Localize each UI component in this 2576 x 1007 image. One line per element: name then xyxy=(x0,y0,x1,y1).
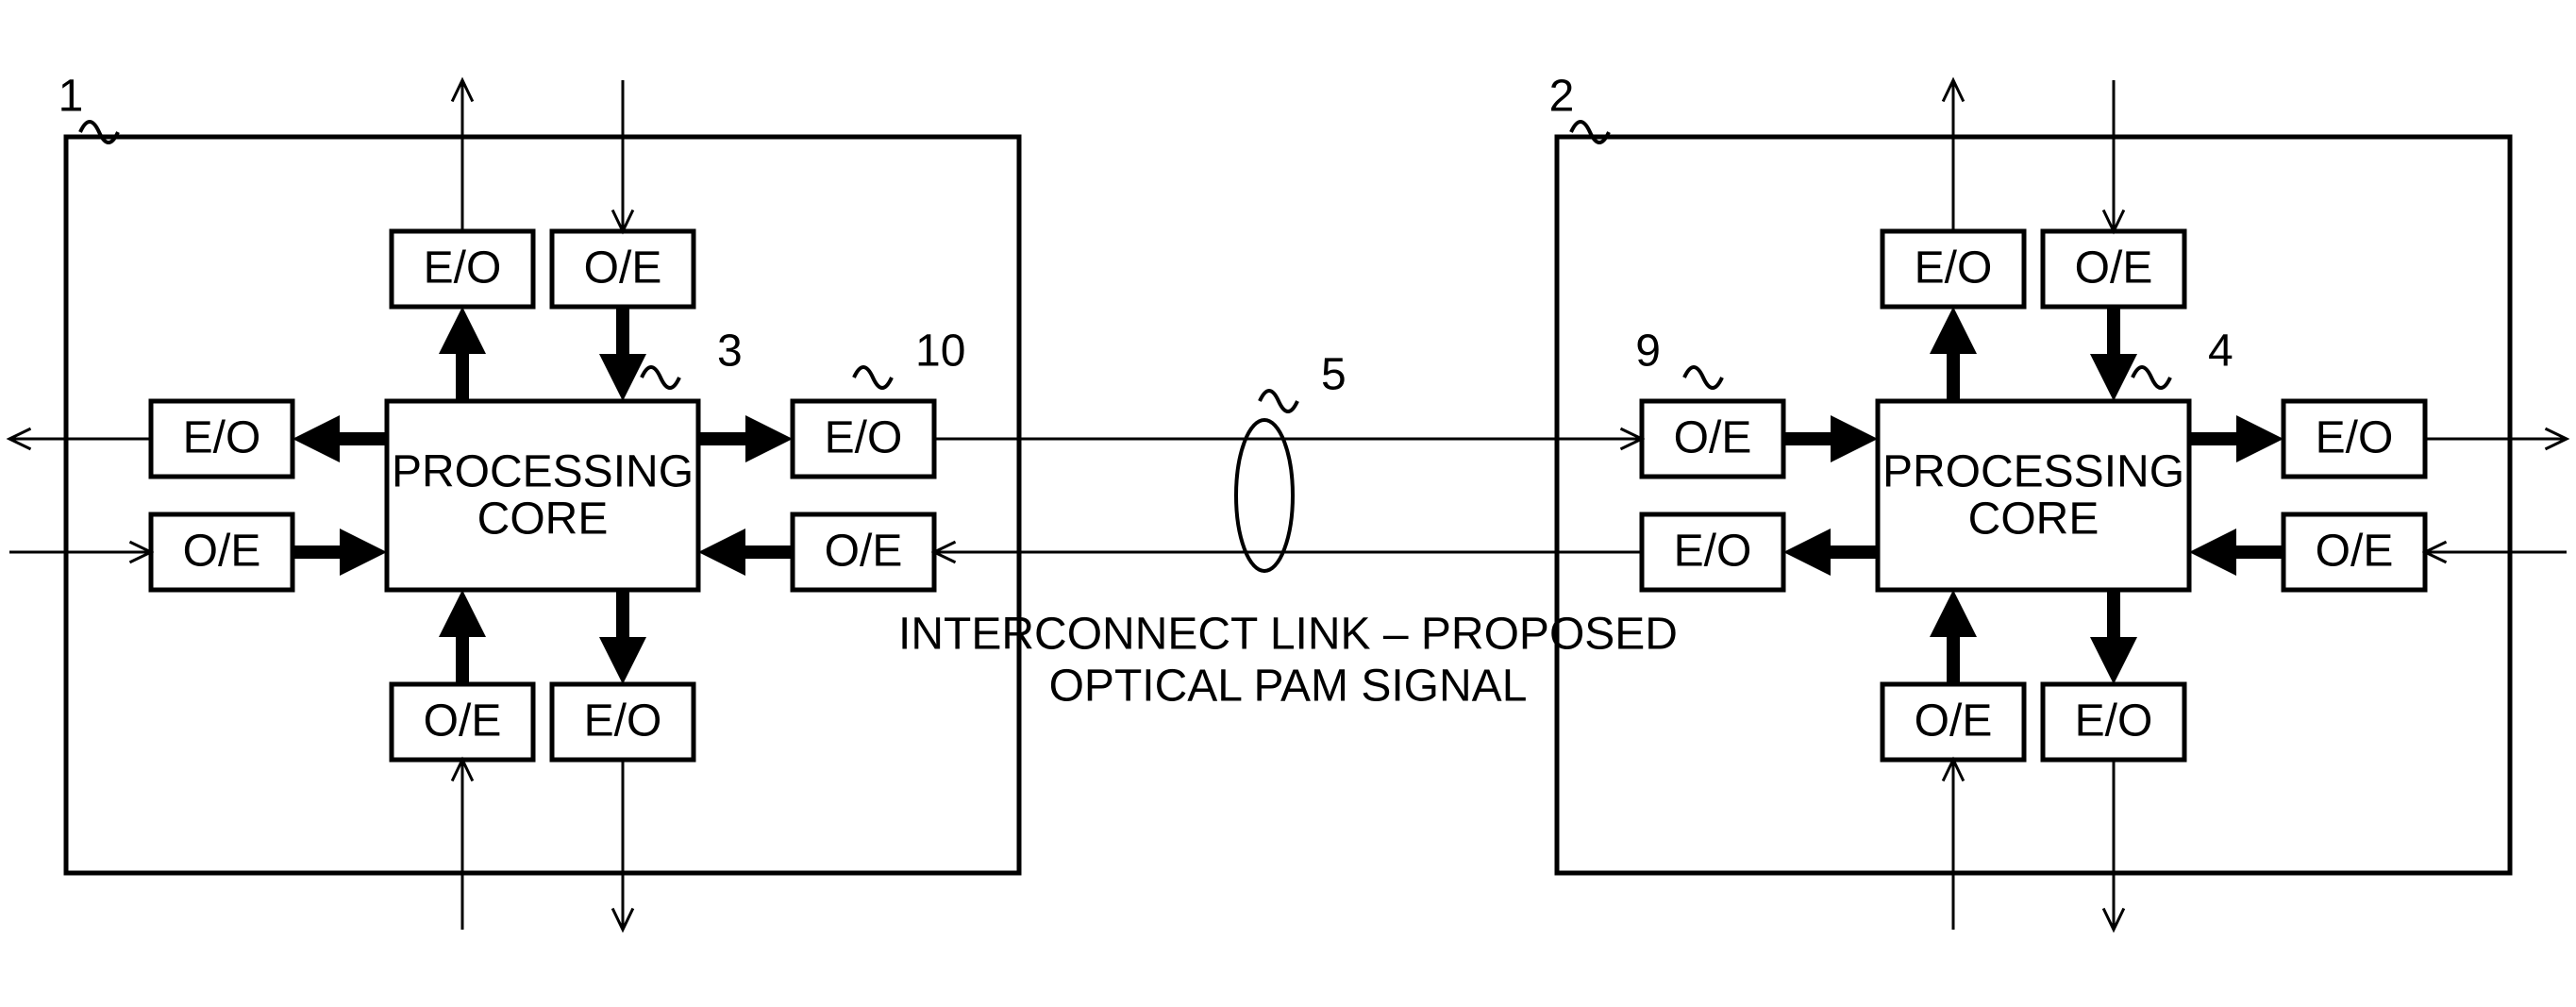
chip1-top-oe-label: O/E xyxy=(584,243,662,294)
core-1-line2: CORE xyxy=(477,495,609,545)
chip2-bot-oe-label: O/E xyxy=(1915,697,1993,747)
chip1-top-oe-in xyxy=(612,80,633,231)
chip1-left-oe-in xyxy=(9,542,151,562)
chip1-core-to-right-eo xyxy=(698,415,793,462)
chip1-top-oe: O/E xyxy=(552,231,694,307)
chip1-bot-oe-label: O/E xyxy=(424,697,502,747)
chip2-right-eo: E/O xyxy=(2283,401,2425,477)
squiggle xyxy=(1684,367,1722,388)
thick-arrow xyxy=(1930,307,1977,401)
chip1-left-eo: E/O xyxy=(151,401,293,477)
caption-line1: INTERCONNECT LINK – PROPOSED xyxy=(898,610,1678,660)
squiggle xyxy=(1571,122,1609,143)
chip1-left-oe-to-core xyxy=(293,529,387,576)
thick-arrow xyxy=(1783,415,1878,462)
chip1-right-eo-squiggle xyxy=(854,367,892,388)
thick-arrow xyxy=(1930,590,1977,684)
chip1-right-eo-label: E/O xyxy=(825,413,903,463)
chip2-left-oe: O/E xyxy=(1642,401,1783,477)
chip1-bot-eo-out xyxy=(612,760,633,930)
chip2-bot-eo-label: E/O xyxy=(2075,697,2153,747)
caption-line2: OPTICAL PAM SIGNAL xyxy=(1049,662,1528,712)
core1-callout: 3 xyxy=(717,327,743,377)
chip1-bot-eo-label: E/O xyxy=(584,697,662,747)
chip2-top-eo-label: E/O xyxy=(1915,243,1993,294)
chip2-right-oe: O/E xyxy=(2283,514,2425,590)
chip1-top-eo-label: E/O xyxy=(424,243,502,294)
core1-squiggle xyxy=(642,367,679,388)
thick-arrow xyxy=(2090,590,2137,684)
chip1-bot-eo: E/O xyxy=(552,684,694,760)
thin-arrow xyxy=(2103,760,2124,930)
core-2-line1: PROCESSING xyxy=(1882,447,2184,497)
chip2-left-eo: E/O xyxy=(1642,514,1783,590)
thick-arrow xyxy=(2189,529,2283,576)
chip1-bot-oe-in xyxy=(452,760,473,930)
chip1-left-eo-out xyxy=(9,428,151,449)
thick-arrow xyxy=(1783,529,1878,576)
link-callout: 5 xyxy=(1321,350,1347,400)
squiggle xyxy=(80,122,118,143)
chip1-top-eo-out xyxy=(452,80,473,231)
chip1-bot-oe: O/E xyxy=(392,684,533,760)
chip1-left-eo-label: E/O xyxy=(183,413,261,463)
chip2-right-eo-label: E/O xyxy=(2316,413,2394,463)
link-squiggle xyxy=(1260,391,1297,411)
link-lower xyxy=(934,542,1642,562)
chip1-top-oe-to-core xyxy=(599,307,646,401)
chip2-right-oe-label: O/E xyxy=(2316,527,2394,577)
thin-arrow xyxy=(1943,80,1964,231)
chip2-top-eo: E/O xyxy=(1882,231,2024,307)
chip1-right-oe: O/E xyxy=(793,514,934,590)
chip2-bot-oe: O/E xyxy=(1882,684,2024,760)
core-1-line1: PROCESSING xyxy=(392,447,694,497)
chip1-core-to-bot-eo xyxy=(599,590,646,684)
chip1-left-oe-label: O/E xyxy=(183,527,261,577)
chip2-callout: 2 xyxy=(1549,72,1575,122)
chip1-bot-oe-to-core xyxy=(439,590,486,684)
chip1-callout: 1 xyxy=(59,72,84,122)
link-upper xyxy=(934,428,1642,449)
chip1-right-oe-label: O/E xyxy=(825,527,903,577)
chip1-top-eo: E/O xyxy=(392,231,533,307)
thin-arrow xyxy=(2425,542,2567,562)
chip1-right-oe-to-core xyxy=(698,529,793,576)
chip2-left-oe-callout: 9 xyxy=(1635,327,1661,377)
thin-arrow xyxy=(2425,428,2567,449)
thin-arrow xyxy=(2103,80,2124,231)
chip1-right-eo-callout: 10 xyxy=(915,327,965,377)
chip1-left-oe: O/E xyxy=(151,514,293,590)
thin-arrow xyxy=(1943,760,1964,930)
chip1-right-eo: E/O xyxy=(793,401,934,477)
chip1-core-to-left-eo xyxy=(293,415,387,462)
chip2-bot-eo: E/O xyxy=(2043,684,2184,760)
squiggle xyxy=(2133,367,2170,388)
link-ellipse xyxy=(1236,420,1293,571)
chip2-left-oe-label: O/E xyxy=(1674,413,1752,463)
chip2-left-eo-label: E/O xyxy=(1674,527,1752,577)
chip2-top-oe: O/E xyxy=(2043,231,2184,307)
chip1-core-to-top-eo xyxy=(439,307,486,401)
core-2-line2: CORE xyxy=(1968,495,2099,545)
chip2-top-oe-label: O/E xyxy=(2075,243,2153,294)
thick-arrow xyxy=(2090,307,2137,401)
thick-arrow xyxy=(2189,415,2283,462)
core2-callout: 4 xyxy=(2208,327,2233,377)
